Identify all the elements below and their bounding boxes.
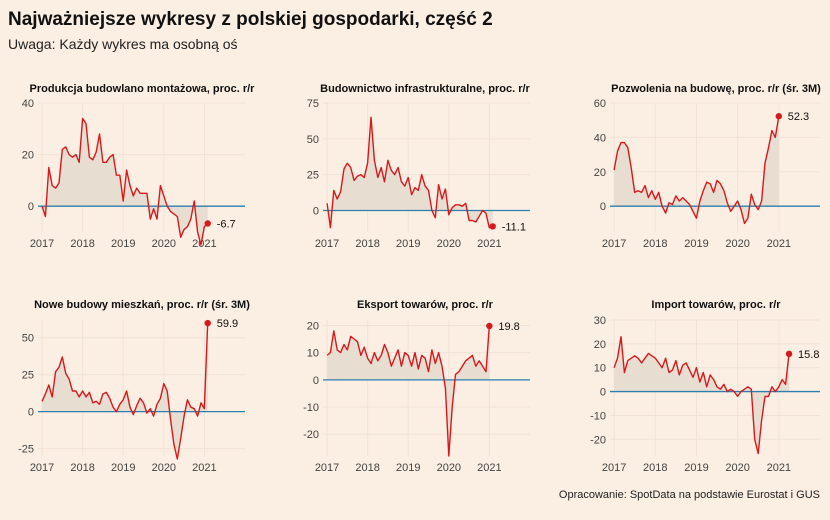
y-tick-label: -10 <box>590 410 606 422</box>
x-tick-label: 2019 <box>396 462 420 474</box>
x-tick-label: 2017 <box>30 238 54 250</box>
x-tick-label: 2021 <box>477 462 501 474</box>
y-tick-label: 25 <box>307 170 319 182</box>
page-subtitle: Uwaga: Każdy wykres ma osobną oś <box>8 36 238 52</box>
series-line <box>326 116 493 229</box>
end-value-label: -6.7 <box>217 218 236 230</box>
y-tick-label: -25 <box>18 444 34 456</box>
x-tick-label: 2021 <box>767 238 791 250</box>
end-point <box>486 322 493 330</box>
x-tick-label: 2018 <box>643 462 667 474</box>
chart-title: Budownictwo infrastrukturalne, proc. r/r <box>320 83 530 95</box>
chart-panel-1: Produkcja budowlano montażowa, proc. r/r… <box>22 83 255 250</box>
y-tick-label: 0 <box>600 387 606 399</box>
y-tick-label: 20 <box>594 339 606 351</box>
y-tick-label: 75 <box>307 98 319 110</box>
series-line <box>613 116 780 225</box>
x-tick-label: 2017 <box>315 238 339 250</box>
x-tick-label: 2021 <box>192 238 216 250</box>
end-value-label: -11.1 <box>502 221 526 233</box>
x-tick-label: 2020 <box>152 238 176 250</box>
x-tick-label: 2017 <box>602 462 626 474</box>
chart-title: Import towarów, proc. r/r <box>651 299 781 311</box>
x-tick-label: 2017 <box>30 462 54 474</box>
series-line <box>613 336 790 455</box>
y-tick-label: 0 <box>313 206 319 218</box>
chart-panel-3: Pozwolenia na budowę, proc. r/r (śr. 3M)… <box>594 83 821 250</box>
y-tick-label: 0 <box>600 201 606 213</box>
end-point <box>204 319 211 327</box>
series-area <box>327 117 493 228</box>
x-tick-label: 2018 <box>70 238 94 250</box>
source-note: Opracowanie: SpotData na podstawie Euros… <box>558 489 820 501</box>
y-tick-label: 0 <box>28 407 34 419</box>
x-tick-label: 2020 <box>437 238 461 250</box>
x-tick-label: 2020 <box>725 462 749 474</box>
end-point <box>775 113 782 120</box>
x-tick-label: 2018 <box>643 238 667 250</box>
x-tick-label: 2017 <box>602 238 626 250</box>
x-tick-label: 2019 <box>396 238 420 250</box>
x-tick-label: 2019 <box>684 462 708 474</box>
x-tick-label: 2019 <box>111 238 135 250</box>
series-line <box>41 323 209 460</box>
chart-panel-5: Eksport towarów, proc. r/r-20-1001020201… <box>303 299 530 474</box>
y-tick-label: 20 <box>22 150 34 162</box>
series-line <box>41 117 209 246</box>
chart-title: Pozwolenia na budowę, proc. r/r (śr. 3M) <box>611 83 821 95</box>
chart-panel-6: Import towarów, proc. r/r -20 -10 0 10 20 30 20… <box>590 299 820 474</box>
end-point <box>785 350 793 358</box>
x-tick-label: 2019 <box>684 238 708 250</box>
chart-panel-2: Budownictwo infrastrukturalne, proc. r/r… <box>307 83 531 250</box>
y-tick-label: 25 <box>22 370 34 382</box>
y-tick-label: -10 <box>303 402 319 414</box>
y-tick-label: 50 <box>22 333 34 345</box>
end-value-label: 15.8 <box>798 349 819 361</box>
end-point <box>204 220 211 227</box>
y-tick-label: -20 <box>303 429 319 441</box>
x-tick-label: 2018 <box>355 462 379 474</box>
end-point <box>489 223 496 230</box>
chart-title: Nowe budowy mieszkań, proc. r/r (śr. 3M) <box>34 299 250 311</box>
y-tick-label: 10 <box>594 363 606 375</box>
x-tick-label: 2017 <box>315 462 339 474</box>
chart-panel-4: Nowe budowy mieszkań, proc. r/r (śr. 3M)… <box>18 299 250 474</box>
y-tick-label: 60 <box>594 98 606 110</box>
x-tick-label: 2021 <box>767 462 791 474</box>
x-tick-label: 2020 <box>437 462 461 474</box>
chart-title: Produkcja budowlano montażowa, proc. r/r <box>30 83 256 95</box>
y-tick-label: 50 <box>307 134 319 146</box>
x-tick-label: 2018 <box>70 462 94 474</box>
x-tick-label: 2020 <box>152 462 176 474</box>
y-tick-label: 30 <box>594 315 606 327</box>
y-tick-label: 10 <box>307 348 319 360</box>
x-tick-label: 2021 <box>192 462 216 474</box>
y-tick-label: -20 <box>590 434 606 446</box>
series-area <box>614 336 789 454</box>
series-area <box>42 323 208 459</box>
y-tick-label: 40 <box>22 98 34 110</box>
x-tick-label: 2021 <box>477 238 501 250</box>
series-line <box>326 325 490 457</box>
y-tick-label: 20 <box>594 167 606 179</box>
end-value-label: 59.9 <box>217 318 238 330</box>
end-value-label: 19.8 <box>498 321 519 333</box>
y-tick-label: 20 <box>307 320 319 332</box>
x-tick-label: 2020 <box>725 238 749 250</box>
page-title: Najważniejsze wykresy z polskiej gospoda… <box>8 9 493 30</box>
end-value-label: 52.3 <box>788 111 809 123</box>
y-tick-label: 0 <box>28 201 34 213</box>
y-tick-label: 40 <box>594 132 606 144</box>
chart-title: Eksport towarów, proc. r/r <box>357 299 494 311</box>
y-tick-label: 0 <box>313 375 319 387</box>
x-tick-label: 2018 <box>355 238 379 250</box>
series-area <box>42 118 208 245</box>
x-tick-label: 2019 <box>111 462 135 474</box>
